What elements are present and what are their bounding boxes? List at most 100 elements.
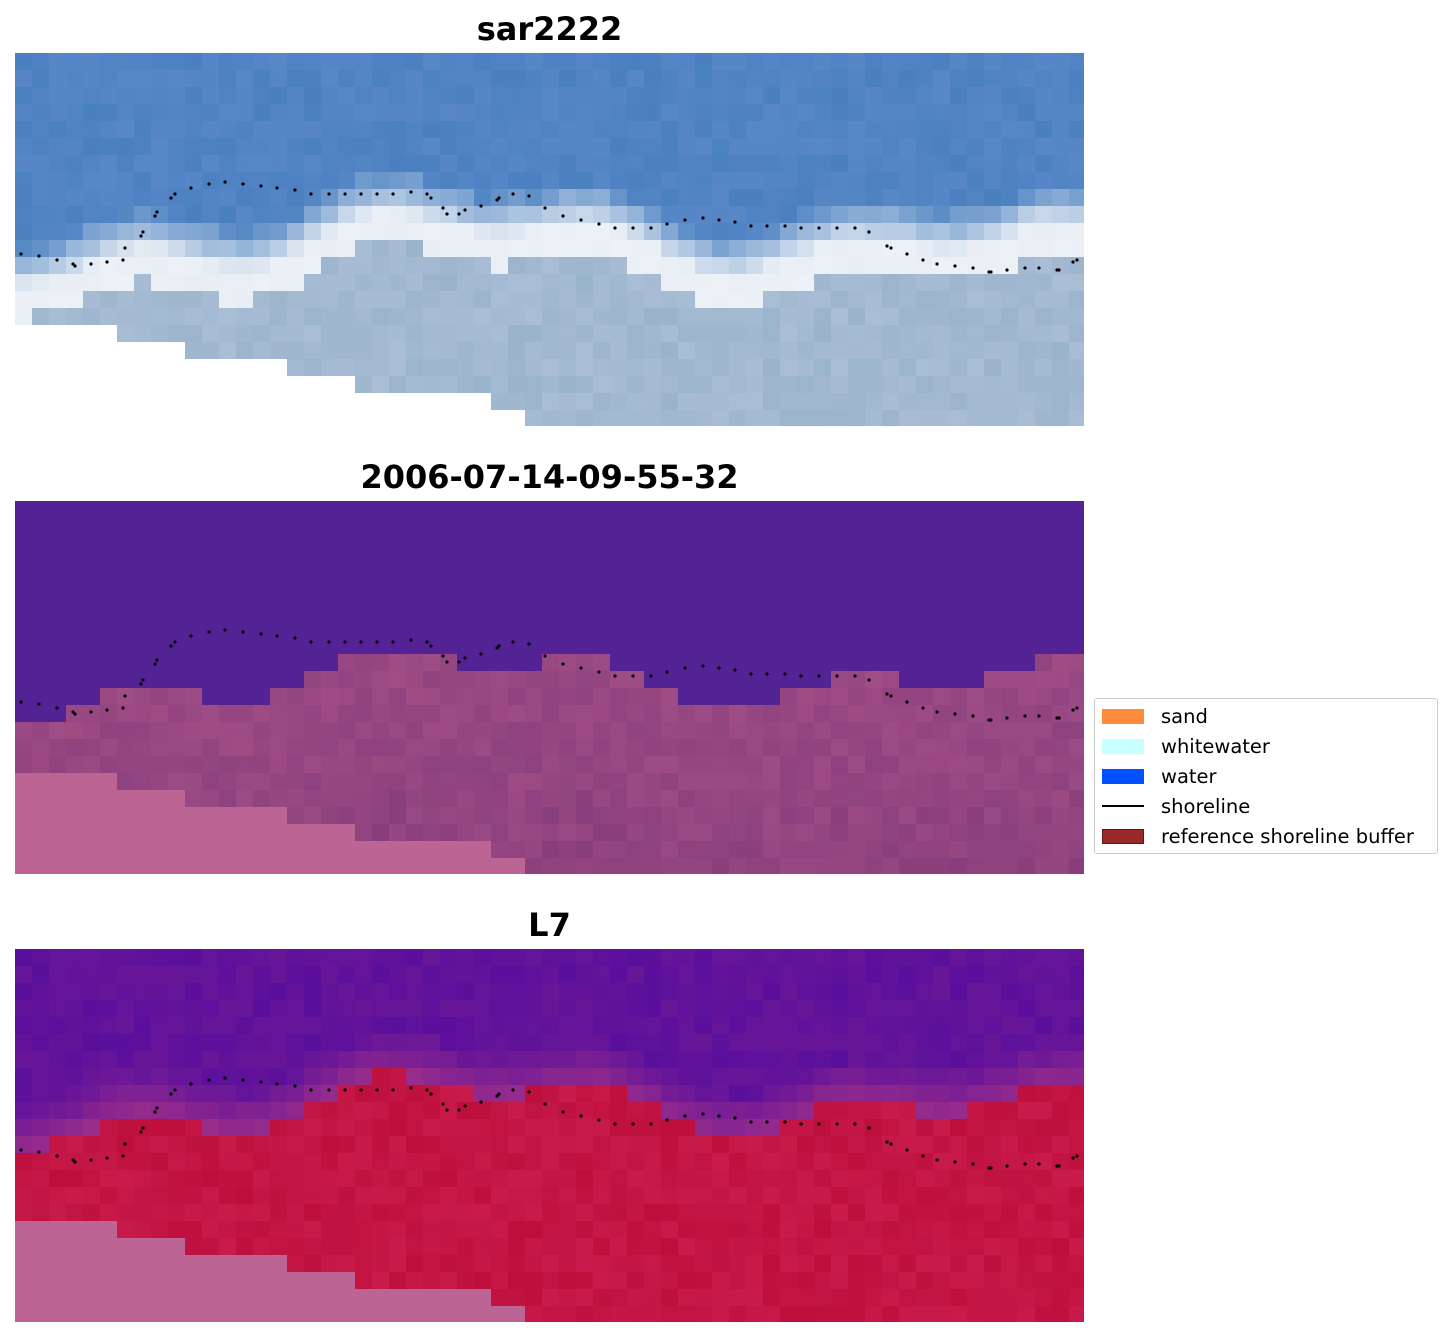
- sand-pixel: [304, 1238, 321, 1255]
- water-pixel: [933, 104, 950, 121]
- land-pixel: [287, 325, 304, 342]
- land-pixel: [542, 410, 559, 426]
- water-pixel: [780, 518, 797, 535]
- land-pixel: [797, 739, 814, 756]
- sand-pixel: [491, 1153, 508, 1170]
- land-pixel: [440, 705, 457, 722]
- sand-pixel: [695, 1272, 712, 1289]
- water-pixel: [406, 1000, 423, 1017]
- land-pixel: [321, 274, 338, 291]
- nodata-pixel: [117, 1306, 134, 1322]
- water-pixel: [780, 586, 797, 603]
- land-pixel: [491, 807, 508, 824]
- shoreline-point: [597, 1118, 601, 1122]
- land-pixel: [593, 671, 610, 688]
- nodata-pixel: [185, 1306, 202, 1322]
- whitewater-pixel: [746, 291, 763, 308]
- sand-pixel: [542, 1204, 559, 1221]
- water-pixel: [168, 1068, 185, 1085]
- land-pixel: [304, 790, 321, 807]
- land-pixel: [202, 722, 219, 739]
- water-pixel: [1035, 155, 1052, 172]
- nodata-pixel: [440, 841, 457, 858]
- sand-pixel: [644, 1136, 661, 1153]
- water-pixel: [695, 87, 712, 104]
- sand-pixel: [797, 1272, 814, 1289]
- sand-pixel: [304, 1204, 321, 1221]
- land-pixel: [916, 705, 933, 722]
- land-pixel: [814, 705, 831, 722]
- water-pixel: [372, 87, 389, 104]
- land-pixel: [678, 790, 695, 807]
- water-pixel: [712, 138, 729, 155]
- water-pixel: [355, 121, 372, 138]
- land-pixel: [117, 325, 134, 342]
- water-pixel: [185, 586, 202, 603]
- water-pixel: [253, 501, 270, 518]
- sand-pixel: [542, 1153, 559, 1170]
- water-pixel: [185, 155, 202, 172]
- water-pixel: [236, 206, 253, 223]
- land-pixel: [338, 671, 355, 688]
- water-pixel: [1001, 501, 1018, 518]
- land-pixel: [644, 773, 661, 790]
- whitewater-pixel: [253, 240, 270, 257]
- water-pixel: [151, 1017, 168, 1034]
- nodata-pixel: [321, 1272, 338, 1289]
- land-pixel: [525, 858, 542, 874]
- shoreline-point: [309, 192, 313, 196]
- sand-pixel: [797, 1136, 814, 1153]
- water-pixel: [831, 535, 848, 552]
- water-pixel: [202, 155, 219, 172]
- land-pixel: [950, 393, 967, 410]
- water-pixel: [474, 535, 491, 552]
- water-pixel: [457, 552, 474, 569]
- land-pixel: [593, 705, 610, 722]
- land-pixel: [695, 325, 712, 342]
- sand-pixel: [270, 1187, 287, 1204]
- sand-pixel: [151, 1136, 168, 1153]
- land-pixel: [933, 790, 950, 807]
- sand-pixel: [508, 1136, 525, 1153]
- water-pixel: [593, 501, 610, 518]
- water-pixel: [168, 1085, 185, 1102]
- water-pixel: [117, 671, 134, 688]
- land-pixel: [678, 359, 695, 376]
- water-pixel: [967, 1051, 984, 1068]
- water-pixel: [100, 569, 117, 586]
- water-pixel: [134, 138, 151, 155]
- sand-pixel: [814, 1238, 831, 1255]
- land-pixel: [1001, 308, 1018, 325]
- water-pixel: [1001, 53, 1018, 70]
- water-pixel: [440, 535, 457, 552]
- water-pixel: [780, 949, 797, 966]
- water-pixel: [831, 637, 848, 654]
- water-pixel: [321, 603, 338, 620]
- water-pixel: [185, 1085, 202, 1102]
- whitewater-pixel: [66, 240, 83, 257]
- water-pixel: [32, 172, 49, 189]
- land-pixel: [882, 739, 899, 756]
- land-pixel: [1001, 841, 1018, 858]
- land-pixel: [542, 739, 559, 756]
- sand-pixel: [491, 1289, 508, 1306]
- water-pixel: [967, 87, 984, 104]
- sand-pixel: [236, 1170, 253, 1187]
- water-pixel: [848, 620, 865, 637]
- water-pixel: [933, 1068, 950, 1085]
- nodata-pixel: [134, 858, 151, 874]
- land-pixel: [287, 308, 304, 325]
- water-pixel: [865, 1000, 882, 1017]
- nodata-pixel: [202, 1306, 219, 1322]
- sand-pixel: [1001, 1204, 1018, 1221]
- water-pixel: [270, 70, 287, 87]
- sand-pixel: [763, 1221, 780, 1238]
- water-pixel: [304, 189, 321, 206]
- land-pixel: [372, 654, 389, 671]
- land-pixel: [627, 705, 644, 722]
- water-pixel: [746, 121, 763, 138]
- water-pixel: [576, 1034, 593, 1051]
- water-pixel: [202, 70, 219, 87]
- shoreline-point: [1037, 1162, 1041, 1166]
- water-pixel: [576, 1068, 593, 1085]
